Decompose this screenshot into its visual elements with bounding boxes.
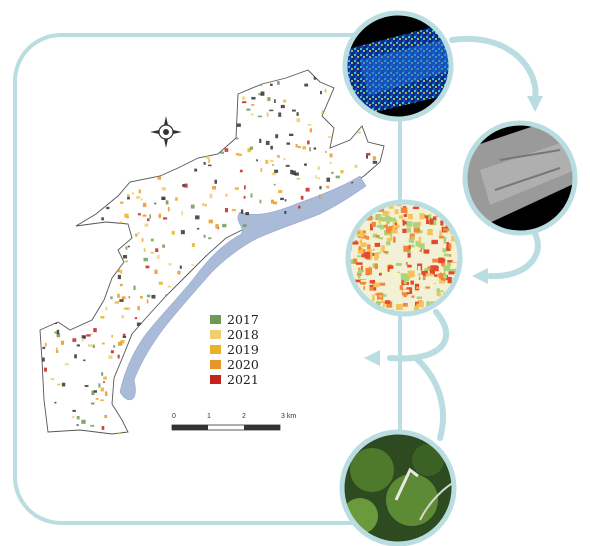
scale-tick-label: 1 bbox=[207, 413, 211, 420]
aerial-photo-thumbnail bbox=[339, 429, 457, 546]
scale-tick-label: 2 bbox=[242, 413, 246, 420]
change-heatmap-thumbnail bbox=[345, 199, 463, 317]
legend-label: 2019 bbox=[227, 342, 259, 357]
legend-swatch bbox=[210, 345, 221, 354]
legend-label: 2018 bbox=[227, 327, 259, 342]
legend-swatch bbox=[210, 360, 221, 369]
legend-swatch bbox=[210, 375, 221, 384]
scale-tick-label: 0 bbox=[172, 413, 176, 420]
arrow-heads bbox=[364, 96, 543, 366]
scale-bar: 0 1 2 3 km bbox=[171, 413, 296, 431]
legend-item: 2020 bbox=[210, 357, 259, 372]
legend-label: 2020 bbox=[227, 357, 259, 372]
legend-swatch bbox=[210, 330, 221, 339]
grayscale-elevation-thumbnail bbox=[462, 120, 578, 236]
legend-item: 2019 bbox=[210, 342, 259, 357]
scale-tick-label: 3 km bbox=[281, 413, 296, 420]
legend-item: 2017 bbox=[210, 312, 259, 327]
river bbox=[119, 175, 367, 401]
north-arrow-icon bbox=[150, 116, 182, 148]
lidar-point-cloud-thumbnail bbox=[342, 10, 454, 122]
flow-arrows bbox=[387, 35, 541, 441]
legend-item: 2018 bbox=[210, 327, 259, 342]
legend-label: 2017 bbox=[227, 312, 259, 327]
legend-label: 2021 bbox=[227, 372, 259, 387]
legend-swatch bbox=[210, 315, 221, 324]
outer-frame bbox=[13, 33, 402, 525]
legend-item: 2021 bbox=[210, 372, 259, 387]
